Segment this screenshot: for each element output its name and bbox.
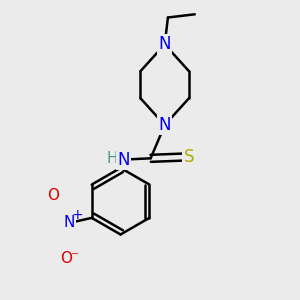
Text: H: H [106, 151, 118, 166]
Text: N: N [64, 215, 75, 230]
Text: N: N [158, 35, 171, 53]
Text: +: + [72, 208, 83, 222]
Text: ⁻: ⁻ [71, 249, 79, 264]
Text: O: O [60, 251, 72, 266]
Text: S: S [184, 148, 194, 166]
Text: O: O [47, 188, 59, 203]
Text: N: N [118, 151, 130, 169]
Text: N: N [158, 116, 171, 134]
